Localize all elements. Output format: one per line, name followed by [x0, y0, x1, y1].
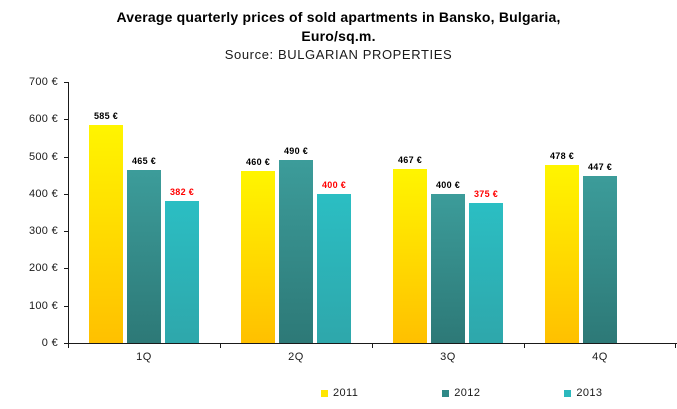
- x-axis-label: 2Q: [288, 351, 304, 363]
- y-axis-tick-label: 700 €: [28, 76, 58, 88]
- legend-label-2012: 2012: [454, 387, 481, 399]
- y-axis-tick-label: 400 €: [28, 187, 58, 200]
- legend-item-2013: 2013: [564, 387, 602, 399]
- x-axis-label: 4Q: [592, 351, 608, 363]
- y-axis-tick: [64, 268, 68, 270]
- value-label-2011-3Q: 467 €: [397, 154, 423, 165]
- y-axis-tick: [64, 305, 68, 307]
- chart-title: Average quarterly prices of sold apartme…: [116, 9, 561, 44]
- bar-2011-3Q: [393, 168, 427, 343]
- value-label-2011-2Q: 460 €: [245, 157, 271, 168]
- value-label-2012-2Q: 490 €: [283, 146, 309, 157]
- y-axis-tick-label: 300 €: [28, 225, 58, 238]
- bar-2012-4Q: [583, 176, 617, 343]
- bar-2012-1Q: [127, 169, 161, 343]
- x-axis-tick: [524, 344, 525, 348]
- legend-swatch-2011: [321, 389, 328, 397]
- legend-swatch-2013: [564, 389, 572, 397]
- bar-2012-2Q: [279, 160, 313, 343]
- x-axis-tick: [675, 344, 676, 348]
- plot-area: [68, 82, 677, 344]
- value-label-2013-2Q: 400 €: [321, 179, 347, 190]
- legend-swatch-2012: [442, 389, 450, 397]
- x-axis-label: 1Q: [136, 351, 152, 363]
- y-axis-tick: [64, 82, 68, 83]
- y-axis-tick: [64, 119, 68, 121]
- y-axis-tick-label: 600 €: [28, 113, 58, 126]
- value-label-2011-1Q: 585 €: [93, 110, 119, 121]
- value-label-2013-3Q: 375 €: [473, 189, 499, 200]
- bar-2011-1Q: [89, 124, 123, 343]
- bar-2013-1Q: [165, 200, 199, 343]
- bar-2012-3Q: [431, 193, 465, 343]
- legend-label-2011: 2011: [333, 387, 359, 399]
- y-axis-tick-label: 200 €: [28, 262, 58, 275]
- x-axis-tick: [220, 344, 221, 348]
- value-label-2012-3Q: 400 €: [435, 179, 461, 190]
- bar-2013-2Q: [317, 193, 351, 343]
- y-axis-tick: [64, 343, 68, 344]
- y-axis-tick-label: 0 €: [41, 337, 58, 349]
- value-label-2012-1Q: 465 €: [131, 155, 157, 166]
- y-axis-tick-label: 500 €: [28, 150, 58, 163]
- legend: 2011 2012 2013: [321, 387, 602, 399]
- value-label-2012-4Q: 447 €: [587, 162, 613, 173]
- value-label-2013-1Q: 382 €: [169, 186, 195, 197]
- y-axis-tick: [64, 156, 68, 158]
- bar-2011-4Q: [545, 164, 579, 343]
- value-label-2011-4Q: 478 €: [549, 150, 575, 161]
- legend-label-2013: 2013: [576, 387, 603, 399]
- x-axis-tick: [68, 344, 69, 348]
- y-axis-tick: [64, 193, 68, 195]
- y-axis-tick: [64, 231, 68, 233]
- y-axis-tick-label: 100 €: [28, 299, 58, 312]
- bar-2013-3Q: [469, 203, 503, 343]
- chart-subtitle: Source: BULGARIAN PROPERTIES: [224, 47, 453, 62]
- x-axis-tick: [372, 344, 373, 348]
- x-axis-label: 3Q: [440, 351, 456, 363]
- legend-item-2011: 2011: [321, 387, 358, 399]
- legend-item-2012: 2012: [442, 387, 480, 399]
- bar-2011-2Q: [241, 171, 275, 343]
